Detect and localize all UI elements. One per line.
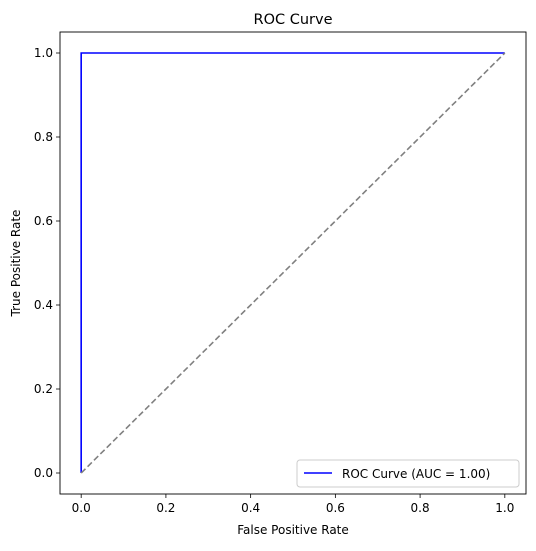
y-axis-label: True Positive Rate xyxy=(9,210,23,318)
y-tick-label: 1.0 xyxy=(34,46,53,60)
x-tick-label: 0.4 xyxy=(241,501,260,515)
axis-ticks: 0.0 0.2 0.4 0.6 0.8 1.0 0.0 0.2 0.4 0.6 0.8 1.0 xyxy=(34,46,514,515)
y-tick-label: 0.4 xyxy=(34,298,53,312)
x-tick-label: 0.6 xyxy=(326,501,345,515)
legend-entry-roc: ROC Curve (AUC = 1.00) xyxy=(342,467,490,481)
x-tick-label: 1.0 xyxy=(495,501,514,515)
legend: ROC Curve (AUC = 1.00) xyxy=(296,459,520,488)
x-tick-label: 0.2 xyxy=(156,501,175,515)
legend-box xyxy=(296,459,520,488)
y-tick-label: 0.0 xyxy=(34,466,53,480)
x-tick-label: 0.0 xyxy=(72,501,91,515)
y-tick-label: 0.8 xyxy=(34,130,53,144)
y-tick-label: 0.6 xyxy=(34,214,53,228)
y-tick-label: 0.2 xyxy=(34,382,53,396)
x-tick-label: 0.8 xyxy=(411,501,430,515)
chart-title: ROC Curve xyxy=(254,12,333,28)
x-axis-label: False Positive Rate xyxy=(237,523,349,537)
diagonal-reference-line xyxy=(80,52,506,474)
plot-area xyxy=(80,52,506,474)
axes-frame xyxy=(59,31,527,495)
roc-curve-line xyxy=(80,52,505,473)
